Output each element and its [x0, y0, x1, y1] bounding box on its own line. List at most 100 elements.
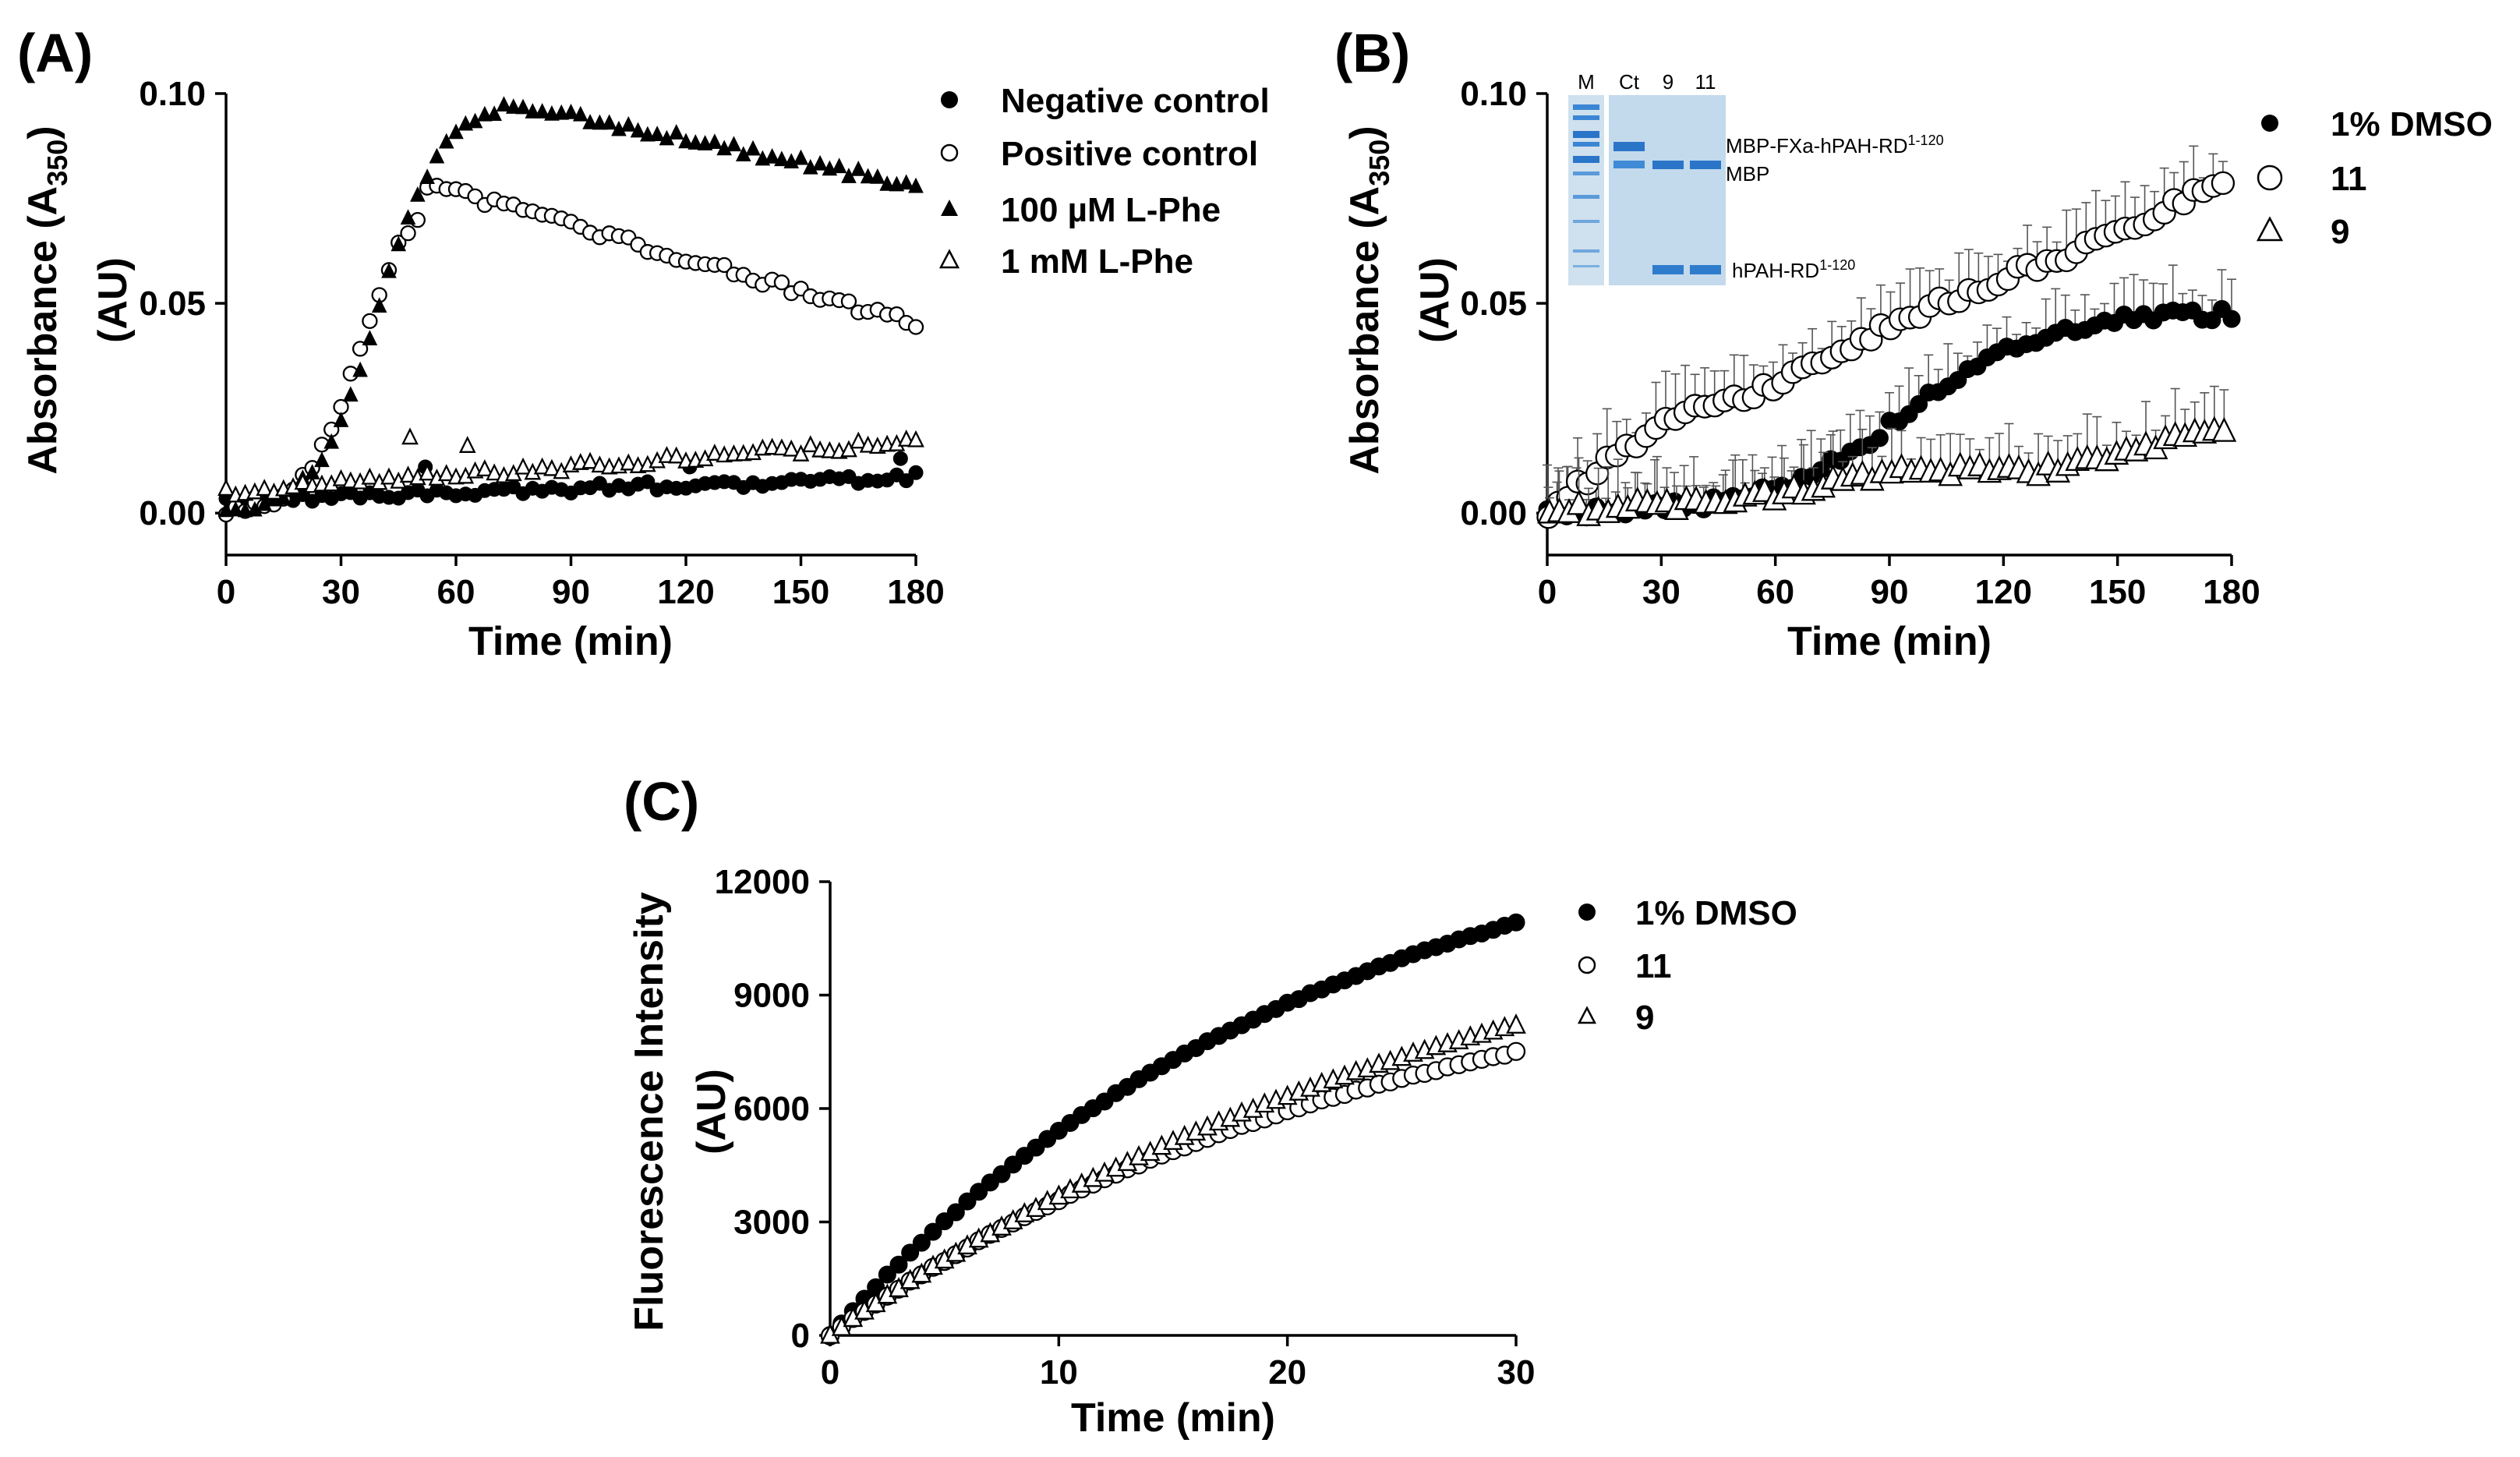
panel-c-y-tick-label: 9000	[733, 977, 810, 1015]
panel-a-data-point	[515, 98, 531, 115]
panel-a-data-point	[352, 361, 368, 377]
panel-a-data-point	[448, 123, 464, 140]
panel-b-x-tick-label: 60	[1756, 573, 1794, 611]
panel-a-data-point	[716, 140, 732, 156]
panel-c-x-tick-label: 20	[1268, 1353, 1306, 1392]
panel-c-y-tick-label: 12000	[715, 863, 810, 901]
gel-band-11-rd	[1690, 265, 1721, 274]
panel-c-x-label: Time (min)	[1071, 1395, 1275, 1441]
panel-a-data-point	[467, 188, 483, 205]
panel-b-legend-marker-0	[2261, 115, 2278, 132]
panel-a-data-point	[773, 438, 790, 456]
panel-a-data-point	[533, 457, 551, 475]
panel-a-data-point	[419, 168, 435, 184]
panel-a-data-point	[458, 436, 476, 453]
panel-a-data-point	[400, 225, 416, 242]
panel-a-data-point	[362, 330, 378, 345]
panel-b-x-label: Time (min)	[1787, 619, 1992, 664]
panel-b-y-tick-label: 0.05	[1460, 285, 1527, 323]
panel-c-legend-11: 11	[1635, 947, 1672, 985]
gel-lane-11: 11	[1695, 70, 1716, 94]
panel-a-data-point	[592, 114, 608, 130]
panel-c-legend-marker-1	[1578, 956, 1596, 974]
panel-a-data-point	[496, 96, 512, 112]
panel-a-data-point	[582, 114, 598, 129]
panel-b-series-1	[1536, 145, 2235, 529]
panel-c-data-point	[889, 1255, 908, 1274]
panel-a-data-point	[410, 186, 426, 202]
panel-a-data-point	[745, 140, 761, 156]
panel-a-data-point	[514, 457, 532, 475]
panel-a-data-point	[908, 465, 924, 480]
panel-a-x-tick-label: 0	[217, 573, 235, 611]
panel-c-x-tick-label: 10	[1040, 1353, 1078, 1392]
panel-b-y-tick-label: 0.00	[1460, 494, 1527, 532]
panel-a-data-point	[400, 209, 416, 225]
panel-a-data-point	[783, 439, 801, 457]
panel-a-data-point	[228, 500, 244, 517]
gel-band-9-mbp	[1652, 161, 1684, 169]
gel-band-label-fusion: MBP-FXa-hPAH-RD	[1726, 134, 1908, 157]
panel-a-data-point	[620, 453, 638, 471]
panel-a-data-point	[534, 103, 550, 118]
panel-a-data-point	[591, 455, 609, 473]
panel-a-data-point	[362, 313, 378, 329]
panel-a-data-point	[860, 168, 876, 184]
gel-lane-m: M	[1578, 70, 1595, 94]
panel-a-data-point	[630, 122, 646, 138]
panel-b-y-unit: (AU)	[1412, 257, 1458, 343]
svg-text:Absorbance (A350): Absorbance (A350)	[1342, 126, 1395, 474]
panel-a-data-point	[850, 161, 867, 176]
panel-a-data-point	[821, 440, 839, 458]
panel-a-x-tick-label: 120	[657, 573, 714, 611]
panel-a-legend-positive-control: Positive control	[1001, 135, 1258, 173]
panel-a-data-point	[879, 175, 895, 191]
panel-a-legend-marker-2	[941, 200, 958, 216]
panel-a-data-point	[399, 465, 417, 483]
panel-b-data-point	[2211, 416, 2237, 442]
panel-c-data-point	[1507, 913, 1525, 932]
panel-b-y-tick-label: 0.10	[1460, 75, 1527, 113]
panel-a-data-point	[601, 114, 617, 130]
panel-a-data-point	[294, 472, 312, 490]
panel-a-data-point	[332, 469, 350, 486]
panel-a-legend-marker-3	[938, 249, 960, 269]
panel-b-y-axis-title: Absorbance (A350) (AU)	[1342, 126, 1458, 474]
panel-b-y-label-close: )	[1342, 126, 1387, 139]
panel-c-legend-marker-0	[1578, 904, 1596, 921]
panel-a-data-point	[793, 149, 809, 165]
panel-a-data-point	[620, 116, 637, 132]
panel-a-data-point	[486, 463, 504, 481]
panel-b-label: (B)	[1334, 23, 1410, 83]
panel-a-data-point	[640, 474, 656, 490]
panel-a-data-point	[314, 451, 330, 468]
svg-text:hPAH-RD1-120: hPAH-RD1-120	[1732, 257, 1855, 282]
panel-a-label: (A)	[17, 23, 93, 83]
panel-a-y-unit: (AU)	[90, 257, 136, 343]
panel-c-data-point	[878, 1265, 896, 1284]
panel-b-y-label-sub: 350	[1363, 140, 1395, 186]
panel-a-data-point	[429, 147, 445, 164]
panel-a-y-tick-label: 0.10	[139, 75, 206, 113]
panel-b-x-tick-label: 150	[2089, 573, 2146, 611]
panel-a-data-point	[477, 105, 493, 122]
panel-c-data-point	[1506, 1041, 1526, 1061]
svg-text:MBP-FXa-hPAH-RD1-120: MBP-FXa-hPAH-RD1-120	[1726, 133, 1944, 157]
panel-a-data-point	[581, 451, 599, 469]
panel-c-data-point	[946, 1203, 965, 1222]
panel-b-x-tick-label: 0	[1538, 573, 1557, 611]
panel-a-data-point	[726, 136, 742, 152]
panel-c-y-axis-title: Fluorescence Intensity (AU)	[627, 892, 734, 1331]
panel-b-data-point	[2222, 309, 2241, 328]
panel-c-data-point	[1506, 1013, 1526, 1034]
panel-a-y-tick-label: 0.05	[139, 285, 206, 323]
panel-a-data-point	[218, 501, 234, 518]
panel-b-legend-dmso: 1% DMSO	[2331, 105, 2493, 143]
panel-a-data-point	[850, 431, 868, 449]
panel-c-data-point	[912, 1233, 931, 1252]
panel-a-legend-marker-0	[941, 91, 958, 108]
panel-a-data-point	[764, 148, 780, 164]
panel-a-data-point	[391, 235, 407, 252]
panel-a-data-point	[525, 103, 541, 118]
